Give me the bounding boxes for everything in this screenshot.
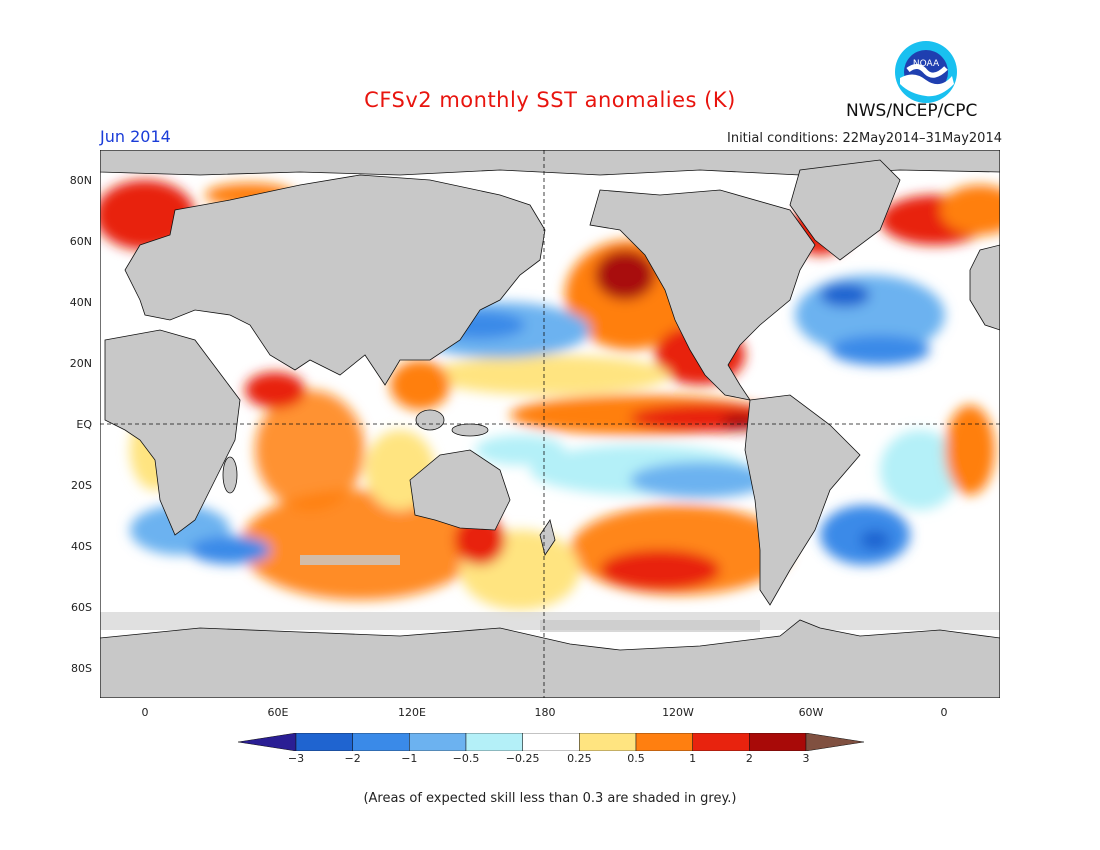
colorbar-tick-label: 0.5 — [627, 752, 645, 765]
colorbar-segment — [352, 733, 410, 751]
lon-label: 120E — [398, 706, 426, 719]
lat-label: 40S — [71, 540, 92, 553]
chart-title: CFSv2 monthly SST anomalies (K) — [364, 88, 736, 112]
logo-text: NOAA — [913, 59, 940, 69]
lon-label: 0 — [940, 706, 948, 719]
skill-footnote: (Areas of expected skill less than 0.3 a… — [363, 791, 737, 806]
lat-label: EQ — [76, 418, 92, 431]
low-skill-shading — [100, 555, 1000, 632]
sst-anomaly-map — [100, 150, 1000, 698]
colorbar-tick-label: −1 — [401, 752, 418, 765]
colorbar-tick-label: −0.25 — [505, 752, 540, 765]
colorbar-segment — [749, 733, 807, 751]
forecast-month: Jun 2014 — [100, 127, 171, 146]
initial-conditions: Initial conditions: 22May2014–31May2014 — [727, 131, 1002, 146]
lon-label: 60W — [798, 706, 824, 719]
colorbar-segment — [635, 733, 693, 751]
lon-label: 180 — [534, 706, 556, 719]
colorbar-tick-label: −3 — [287, 752, 305, 765]
colorbar-tick-label: 3 — [802, 752, 810, 765]
colorbar-tick-label: 1 — [689, 752, 697, 765]
lon-label: 60E — [267, 706, 289, 719]
organization-label: NWS/NCEP/CPC — [846, 101, 978, 121]
colorbar-segment — [295, 733, 353, 751]
land — [100, 150, 1000, 698]
lat-label: 60S — [71, 601, 92, 614]
lat-label: 60N — [69, 235, 92, 248]
lat-label: 20N — [69, 357, 92, 370]
lon-label: 120W — [662, 706, 694, 719]
lat-label: 40N — [69, 296, 92, 309]
noaa-logo: NOAA — [895, 41, 957, 103]
lon-label: 0 — [141, 706, 149, 719]
colorbar-tick-label: −0.5 — [452, 752, 480, 765]
colorbar-tick-label: −2 — [344, 752, 361, 765]
colorbar-segment — [522, 733, 580, 751]
colorbar-segment — [692, 733, 750, 751]
colorbar-low-end — [238, 733, 297, 751]
colorbar-segment — [409, 733, 467, 751]
anomaly-field — [100, 180, 1000, 610]
colorbar-tick-label: 2 — [745, 752, 753, 765]
colorbar-segment — [465, 733, 523, 751]
lat-label: 80S — [71, 662, 92, 675]
colorbar-segment — [579, 733, 637, 751]
colorbar — [238, 733, 864, 751]
lat-label: 20S — [71, 479, 92, 492]
lat-label: 80N — [69, 174, 92, 187]
colorbar-high-end — [805, 733, 864, 751]
colorbar-tick-label: 0.25 — [567, 752, 592, 765]
